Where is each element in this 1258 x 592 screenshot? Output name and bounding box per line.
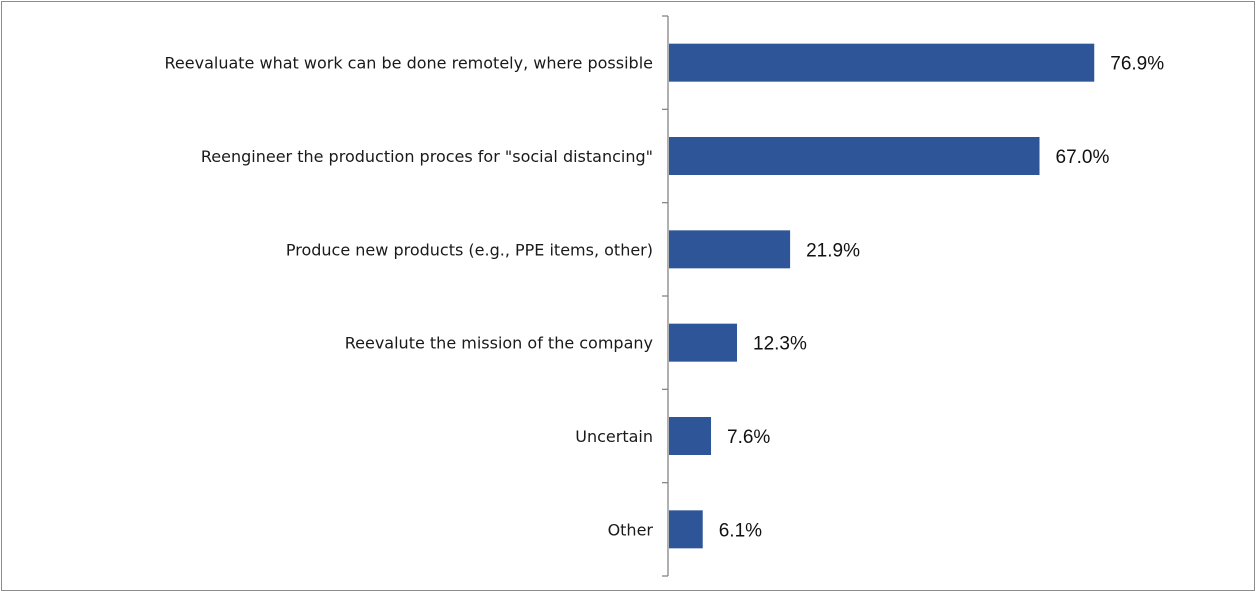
category-label: Reevaluate what work can be done remotel… [165, 54, 653, 73]
value-label: 7.6% [727, 427, 770, 448]
category-label: Produce new products (e.g., PPE items, o… [286, 240, 653, 259]
category-axis [662, 15, 669, 577]
category-label: Uncertain [575, 427, 653, 446]
value-label: 12.3% [753, 334, 807, 355]
bar [669, 323, 738, 362]
bar [669, 230, 791, 269]
bars-group [669, 43, 1095, 549]
category-labels-group: Reevaluate what work can be done remotel… [165, 54, 654, 540]
value-labels-group: 76.9% 67.0% 21.9% 12.3% 7.6% 6.1% [719, 54, 1165, 542]
bar [669, 43, 1095, 82]
value-label: 76.9% [1110, 54, 1164, 75]
category-label: Reengineer the production proces for "so… [201, 147, 653, 166]
bar [669, 510, 703, 549]
bar [669, 137, 1040, 175]
category-label: Reevalute the mission of the company [345, 334, 653, 353]
value-label: 6.1% [719, 520, 762, 541]
category-label: Other [608, 520, 654, 539]
value-label: 21.9% [806, 240, 860, 261]
value-label: 67.0% [1056, 147, 1110, 168]
bar [669, 417, 712, 455]
